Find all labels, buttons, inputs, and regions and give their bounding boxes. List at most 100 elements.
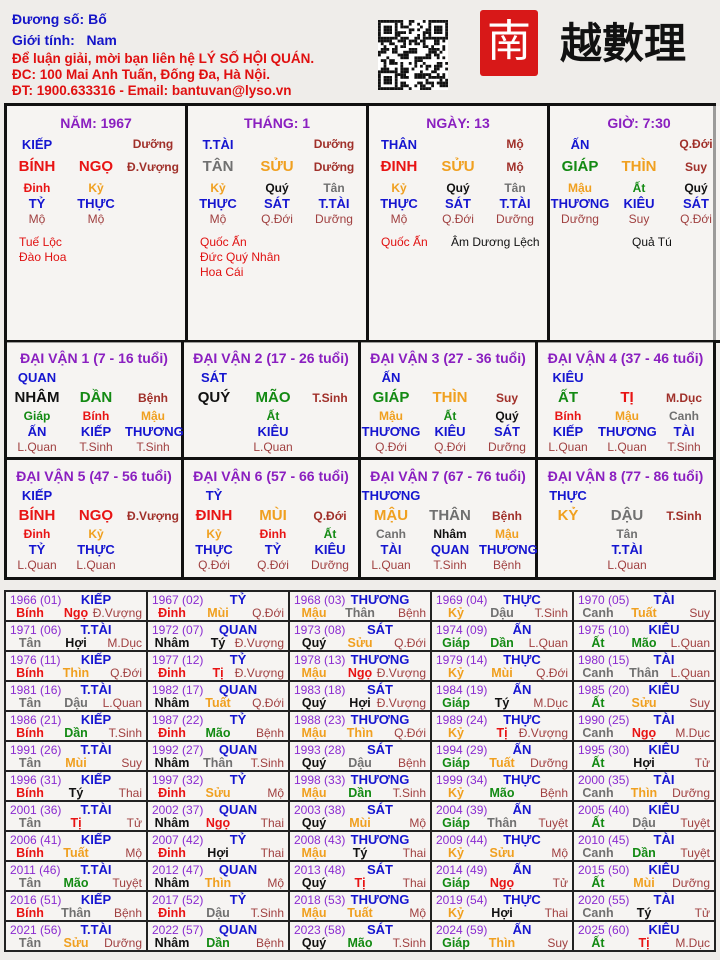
growth-stage: Q.Đới [252, 606, 284, 620]
earthly-branch: THÌN [432, 389, 468, 406]
ten-god-row: ẤN Q.Đới [550, 137, 720, 153]
hidden-ten-god: THỰC [77, 196, 115, 211]
ten-god: TÀI [653, 892, 675, 907]
growth-stage: Tuyệt [538, 816, 568, 830]
ten-god-row: THỰC [538, 488, 713, 504]
year-label: 2024 (59) [436, 923, 488, 937]
year-cell: 1992 (27) QUAN Nhâm Thân T.Sinh [148, 742, 290, 772]
hidden-stem: Ất [443, 409, 457, 423]
ten-god: QUAN [17, 370, 57, 385]
growth-stage: Bệnh [113, 906, 142, 920]
ten-god: ẤN [512, 862, 532, 877]
hidden-stages-row: Mộ Mộ [7, 212, 185, 227]
heavenly-stem: Nhâm [154, 816, 190, 830]
hidden-stem: Mậu [495, 527, 519, 541]
pillar-title: GIỜ: 7:30 [607, 115, 671, 131]
earthly-branch: Mùi [491, 666, 513, 680]
year-label: 2025 (60) [578, 923, 630, 937]
gender-label: Giới tính: [12, 32, 75, 48]
ten-god: KIÊU [648, 802, 680, 817]
subject-name: Đương số: Bố [12, 11, 107, 27]
heavenly-stem: Giáp [442, 816, 470, 830]
growth-stage: Suy [547, 936, 568, 950]
heavenly-stem: BÍNH [18, 158, 56, 175]
year-label: 2007 (42) [152, 833, 204, 847]
hidden-gods-row: THƯƠNG KIÊU SÁT [361, 424, 535, 440]
hidden-ten-god: THƯƠNG [361, 424, 421, 439]
hidden-stem: Mậu [141, 409, 165, 423]
logo: 南 越數理 [480, 10, 686, 76]
growth-stage: Dưỡng [530, 756, 568, 770]
heavenly-stem: Đinh [158, 726, 186, 740]
year-cell: 2006 (41) KIẾP Bính Tuất Mộ [6, 832, 148, 862]
year-cell: 1977 (12) TỶ Đinh Tị Đ.Vượng [148, 652, 290, 682]
year-cell: 1967 (02) TỶ Đinh Mùi Q.Đới [148, 592, 290, 622]
hidden-stem: Kỷ [206, 527, 222, 541]
ten-god: T.TÀI [80, 802, 112, 817]
growth-stage: T.Sinh [250, 756, 284, 770]
year-cell: 1987 (22) TỶ Đinh Mão Bệnh [148, 712, 290, 742]
year-label: 2002 (37) [152, 803, 204, 817]
earthly-branch: Thìn [488, 936, 516, 950]
hidden-stage: Mộ [390, 212, 408, 226]
heavenly-stem: ẤT [558, 389, 578, 406]
growth-stage: Đ.Vượng [376, 696, 426, 710]
hidden-stage: Mộ [209, 212, 227, 226]
year-label: 2020 (55) [578, 893, 630, 907]
ten-god: QUAN [218, 742, 258, 757]
earthly-branch: Mùi [207, 606, 229, 620]
hidden-gods-row: KIÊU [184, 424, 358, 440]
pillar-hour: GIỜ: 7:30 ẤN Q.Đới GIÁP THÌN Suy Mậu Ất Quý THƯƠN… [550, 106, 720, 343]
hidden-stages-row: L.Quan L.Quan [7, 558, 181, 573]
heavenly-stem: Mậu [301, 906, 327, 920]
empty-slot [429, 137, 487, 153]
earthly-branch: Dần [632, 846, 656, 860]
growth-stage: T.Sinh [534, 606, 568, 620]
year-label: 2009 (44) [436, 833, 488, 847]
earthly-branch: Dậu [632, 816, 656, 830]
ten-god: THÂN [380, 137, 418, 152]
hidden-ten-god: TÀI [380, 542, 402, 557]
hidden-ten-god: THƯƠNG [125, 424, 184, 439]
empty-slot [421, 488, 479, 504]
year-label: 1973 (08) [294, 623, 346, 637]
earthly-branch: Mùi [349, 816, 371, 830]
year-cell: 1971 (06) T.TÀI Tân Hợi M.Dục [6, 622, 148, 652]
hidden-ten-god: T.TÀI [318, 196, 350, 211]
dai-van-title: ĐẠI VẬN 6 (57 - 66 tuổi) [193, 468, 349, 484]
growth-stage: Đ.Vượng [234, 636, 284, 650]
hidden-stage: Q.Đới [442, 212, 474, 226]
earthly-branch: Tý [352, 846, 368, 860]
heavenly-stem: Nhâm [154, 696, 190, 710]
branch-stage: Q.Đới [313, 509, 347, 523]
year-cell: 1990 (25) TÀI Canh Ngọ M.Dục [574, 712, 716, 742]
growth-stage: Bệnh [255, 726, 284, 740]
hidden-ten-god: KIÊU [434, 424, 466, 439]
year-label: 1967 (02) [152, 593, 204, 607]
earthly-branch: Dậu [64, 696, 88, 710]
hidden-ten-god: SÁT [264, 196, 290, 211]
ten-god-row: THƯƠNG [361, 488, 535, 504]
empty-slot [67, 137, 125, 153]
growth-stage: Tử [126, 816, 142, 830]
branch-stage: T.Sinh [312, 391, 348, 405]
header-info: Đương số: Bố Giới tính: Nam Để luận giải… [12, 9, 314, 99]
stem-branch-row: QUÝ MÃO T.Sinh [184, 388, 358, 408]
ten-god: ẤN [512, 682, 532, 697]
ten-god: QUAN [218, 862, 258, 877]
hidden-stage: L.Quan [607, 558, 647, 572]
heavenly-stem: Giáp [442, 876, 470, 890]
growth-stage: Đ.Vượng [518, 726, 568, 740]
empty-slot [538, 542, 598, 558]
year-label: 2012 (47) [152, 863, 204, 877]
hidden-stem: Mậu [379, 409, 403, 423]
ten-god: ẤN [381, 370, 401, 385]
hidden-stage: Q.Đới [198, 558, 230, 572]
hidden-stage: Q.Đới [257, 558, 289, 572]
year-label: 1990 (25) [578, 713, 630, 727]
heavenly-stem: Quý [301, 696, 327, 710]
empty-slot [67, 370, 125, 386]
earthly-branch: Ngọ [205, 816, 231, 830]
hidden-stems-row: Đinh Kỷ [7, 527, 181, 542]
growth-stage: Tử [694, 906, 710, 920]
